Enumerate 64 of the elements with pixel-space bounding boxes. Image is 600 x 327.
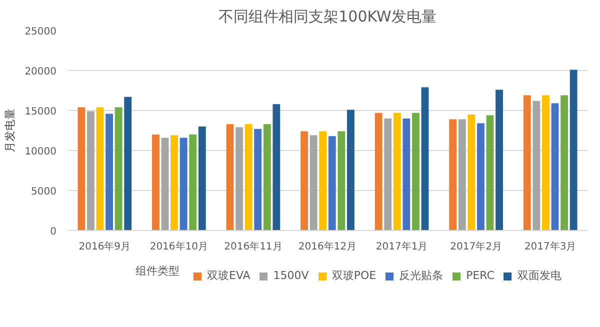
bar xyxy=(244,124,252,230)
chart-title: 不同组件相同支架100KW发电量 xyxy=(218,8,436,26)
bar xyxy=(496,90,503,230)
legend-label: 双玻POE xyxy=(332,268,376,283)
bar xyxy=(272,104,280,230)
bar xyxy=(180,138,188,230)
x-tick-label: 2016年12月 xyxy=(298,240,357,252)
legend-label: 反光贴条 xyxy=(399,268,444,283)
legend-label: PERC xyxy=(466,269,494,282)
bar xyxy=(328,136,336,230)
bar xyxy=(560,95,568,230)
bar xyxy=(347,110,354,230)
bar xyxy=(384,118,392,230)
bar xyxy=(87,111,94,230)
bar xyxy=(189,134,197,230)
bar xyxy=(124,96,132,230)
y-tick-label: 15000 xyxy=(24,106,56,118)
y-tick-label: 25000 xyxy=(24,26,56,38)
bar xyxy=(458,119,466,230)
bar xyxy=(402,118,410,230)
bar xyxy=(532,100,540,230)
legend-label: 双玻EVA xyxy=(207,268,250,283)
x-tick-label: 2017年3月 xyxy=(524,240,576,252)
bar xyxy=(570,70,578,230)
legend-title: 组件类型 xyxy=(136,264,180,278)
bar xyxy=(421,87,429,230)
bar xyxy=(542,95,550,230)
bar xyxy=(198,126,206,230)
bar xyxy=(226,124,234,230)
bar xyxy=(523,95,531,230)
x-tick-label: 2017年1月 xyxy=(376,240,428,252)
x-tick-label: 2016年11月 xyxy=(224,240,282,252)
y-tick-label: 20000 xyxy=(24,66,56,78)
bar xyxy=(114,107,122,230)
bar xyxy=(449,119,457,230)
bar xyxy=(477,123,484,230)
bar xyxy=(161,138,169,230)
bar xyxy=(170,135,178,230)
x-tick-label: 2017年2月 xyxy=(450,240,502,252)
bar xyxy=(319,131,327,230)
y-tick-label: 0 xyxy=(50,226,57,238)
bar xyxy=(78,107,86,230)
bar xyxy=(300,131,308,230)
x-tick-label: 2016年9月 xyxy=(78,240,131,252)
y-axis-title: 月发电量 xyxy=(4,108,17,152)
bar xyxy=(263,124,271,230)
x-tick-label: 2016年10月 xyxy=(150,240,208,252)
bar xyxy=(236,127,243,230)
bar xyxy=(486,115,494,230)
legend-label: 双面发电 xyxy=(517,268,562,283)
y-tick-label: 5000 xyxy=(31,186,57,198)
bar xyxy=(106,114,113,230)
legend-label: 1500V xyxy=(273,269,309,282)
bar xyxy=(393,112,401,230)
bar xyxy=(551,103,559,230)
bar xyxy=(152,134,160,230)
bar xyxy=(412,112,420,230)
bar xyxy=(254,128,262,230)
bar xyxy=(468,114,476,230)
bar xyxy=(374,112,382,230)
bar xyxy=(96,107,104,230)
bar xyxy=(310,135,318,230)
bar xyxy=(338,131,346,230)
y-tick-label: 10000 xyxy=(24,146,56,158)
